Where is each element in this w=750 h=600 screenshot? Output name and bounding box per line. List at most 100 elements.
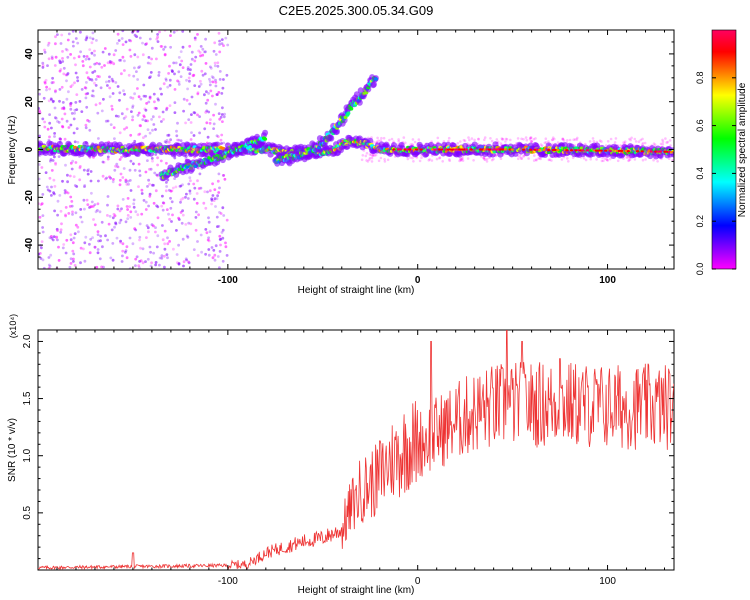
spectrogram-cell	[184, 195, 187, 199]
spectrogram-cell	[151, 128, 154, 132]
spectrogram-cell	[221, 174, 225, 177]
spectrogram-cell	[584, 158, 588, 162]
spectrogram-cell	[108, 60, 112, 63]
spectrogram-cell	[216, 225, 219, 229]
spectrogram-cell	[349, 107, 354, 111]
spectrogram-cell	[544, 137, 548, 140]
spectrogram-cell	[132, 198, 136, 202]
spectrogram-cell	[427, 159, 431, 162]
spectrogram-cell	[219, 212, 223, 215]
spectrogram-cell	[377, 139, 380, 142]
spectrogram-cell	[169, 34, 172, 37]
spectrogram-cell	[53, 64, 57, 67]
spectrogram-cell	[54, 161, 57, 165]
spectrogram-cell	[50, 81, 54, 85]
spectrogram-cell	[205, 231, 209, 235]
spectrogram-cell	[589, 157, 592, 161]
spectrogram-cell	[59, 230, 63, 234]
spectrogram-cell	[154, 226, 157, 230]
spectrogram-cell	[174, 61, 178, 65]
spectrogram-cell	[72, 56, 76, 60]
spectrogram-cell	[615, 149, 619, 152]
spectrogram-cell	[490, 158, 494, 162]
spectrogram-cell	[113, 214, 117, 218]
spectrogram-cell	[50, 55, 54, 59]
spectrogram-cell	[114, 81, 118, 84]
spectrogram-cell	[146, 119, 149, 123]
spectrogram-cell	[63, 191, 67, 195]
spectrogram-cell	[462, 138, 466, 142]
spectrogram-cell	[67, 90, 70, 94]
spectrogram-cell	[569, 149, 574, 152]
spectrogram-cell	[74, 211, 78, 215]
spectrogram-cell	[107, 52, 111, 56]
spectrogram-cell	[418, 159, 422, 163]
spectrogram-cell	[197, 85, 201, 88]
spectrogram-cell	[534, 137, 537, 140]
spectrogram-cell	[54, 35, 57, 39]
spectrogram-cell	[489, 137, 492, 140]
spectrogram-cell	[78, 165, 82, 168]
spectrogram-cell	[59, 61, 63, 64]
spectrogram-cell	[214, 205, 217, 208]
spectrogram-cell	[652, 142, 656, 145]
spectrogram-cell	[204, 101, 208, 105]
spectrogram-cell	[404, 141, 407, 145]
spectrogram-cell	[484, 158, 487, 161]
spectrogram-cell	[126, 214, 130, 217]
spectrogram-cell	[138, 132, 142, 136]
spectrogram-cell	[211, 182, 215, 186]
spectrogram-cell	[49, 158, 53, 161]
spectrogram-cell	[80, 88, 84, 91]
spectrogram-cell	[561, 137, 565, 141]
spectrogram-cell	[222, 141, 226, 145]
spectrogram-cell	[218, 117, 222, 121]
spectrogram-cell	[145, 236, 148, 240]
spectrogram-cell	[86, 169, 90, 173]
spectrogram-cell	[181, 237, 185, 241]
spectrogram-cell	[101, 50, 105, 54]
spectrogram-cell	[131, 115, 135, 119]
spectrogram-cell	[210, 202, 214, 206]
snr-axes: -100 0 100 0.5 1.0 1.5 2.0	[22, 330, 674, 587]
spectrogram-cell	[122, 89, 125, 93]
spectrogram-cell	[60, 117, 64, 121]
spectrogram-cell	[408, 148, 412, 151]
spectrogram-cell	[97, 179, 100, 183]
spectrogram-cell	[173, 72, 176, 76]
snr-x-tick-label: 100	[599, 576, 616, 587]
spectrogram-cell	[57, 155, 61, 159]
spectrogram-cell	[79, 30, 82, 34]
spectrogram-cell	[168, 78, 172, 82]
spectrogram-cell	[433, 148, 437, 151]
spectrogram-cell	[104, 177, 107, 181]
spectrogram-cell	[93, 53, 96, 57]
spectrogram-cell	[467, 136, 470, 139]
spectrogram-cell	[617, 149, 621, 152]
spectrogram-cell	[73, 264, 77, 267]
spectrogram-y-label: Frequency (Hz)	[7, 116, 18, 185]
spectrogram-cell	[403, 148, 407, 151]
spectrogram-cell	[490, 139, 494, 143]
spectrogram-cell	[483, 158, 486, 161]
spectrogram-cell	[133, 168, 137, 172]
spectrogram-cell	[435, 157, 439, 161]
spectrogram-cell	[129, 39, 133, 43]
spectrogram-cell	[133, 227, 137, 231]
spectrogram-y-tick-label: -20	[24, 190, 35, 205]
spectrogram-cell	[539, 143, 543, 146]
spectrogram-cell	[197, 213, 201, 217]
spectrogram-cell	[91, 31, 95, 35]
spectrogram-cell	[45, 85, 48, 89]
spectrogram-cell	[218, 39, 222, 43]
spectrogram-cell	[67, 32, 71, 36]
spectrogram-cell	[154, 107, 158, 110]
spectrogram-cell	[56, 33, 59, 36]
spectrogram-cell	[456, 142, 460, 145]
spectrogram-cell	[165, 208, 169, 212]
spectrogram-cell	[399, 148, 403, 151]
spectrogram-cell	[210, 246, 214, 249]
spectrogram-cell	[118, 209, 122, 213]
spectrogram-cell	[146, 128, 150, 132]
